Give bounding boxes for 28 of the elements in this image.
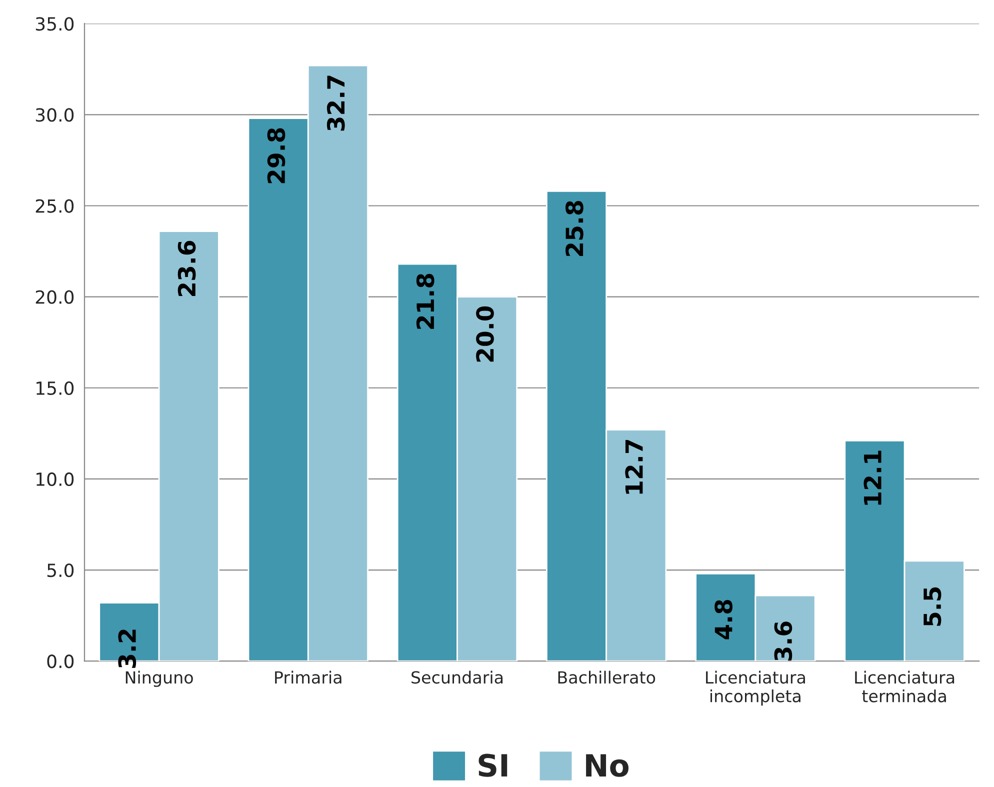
- x-tick-label: Licenciatura incompleta: [706, 670, 805, 706]
- data-label: 4.8: [714, 600, 732, 640]
- data-label: 12.7: [625, 440, 643, 494]
- data-label: 12.1: [864, 450, 882, 505]
- y-tick-label: 5.0: [47, 563, 74, 578]
- data-label: 3.2: [118, 630, 136, 668]
- data-label: 5.5: [924, 587, 942, 626]
- legend-label: SI: [478, 754, 508, 777]
- y-tick-label: 20.0: [36, 290, 74, 304]
- data-label: 21.8: [416, 274, 434, 329]
- y-tick-label: 30.0: [36, 108, 74, 122]
- y-tick-label: 35.0: [36, 17, 74, 31]
- x-tick-label: Ninguno: [126, 670, 193, 687]
- x-tick-label: Licenciatura terminada: [855, 670, 954, 702]
- legend-label: No: [586, 754, 628, 777]
- data-label: 20.0: [476, 306, 494, 362]
- data-label: 25.8: [566, 201, 584, 256]
- data-label: 3.6: [774, 622, 792, 661]
- x-tick-label: Primaria: [275, 670, 342, 684]
- y-tick-label: 25.0: [36, 199, 74, 213]
- data-label: 23.6: [178, 240, 196, 296]
- x-tick-label: Bachillerato: [558, 670, 656, 684]
- y-tick-label: 15.0: [36, 381, 74, 395]
- data-label: 32.7: [326, 76, 345, 131]
- data-label: 29.8: [267, 128, 286, 184]
- y-tick-label: 0.0: [47, 654, 74, 668]
- y-tick-label: 10.0: [36, 472, 74, 486]
- x-tick-label: Secundaria: [412, 670, 503, 684]
